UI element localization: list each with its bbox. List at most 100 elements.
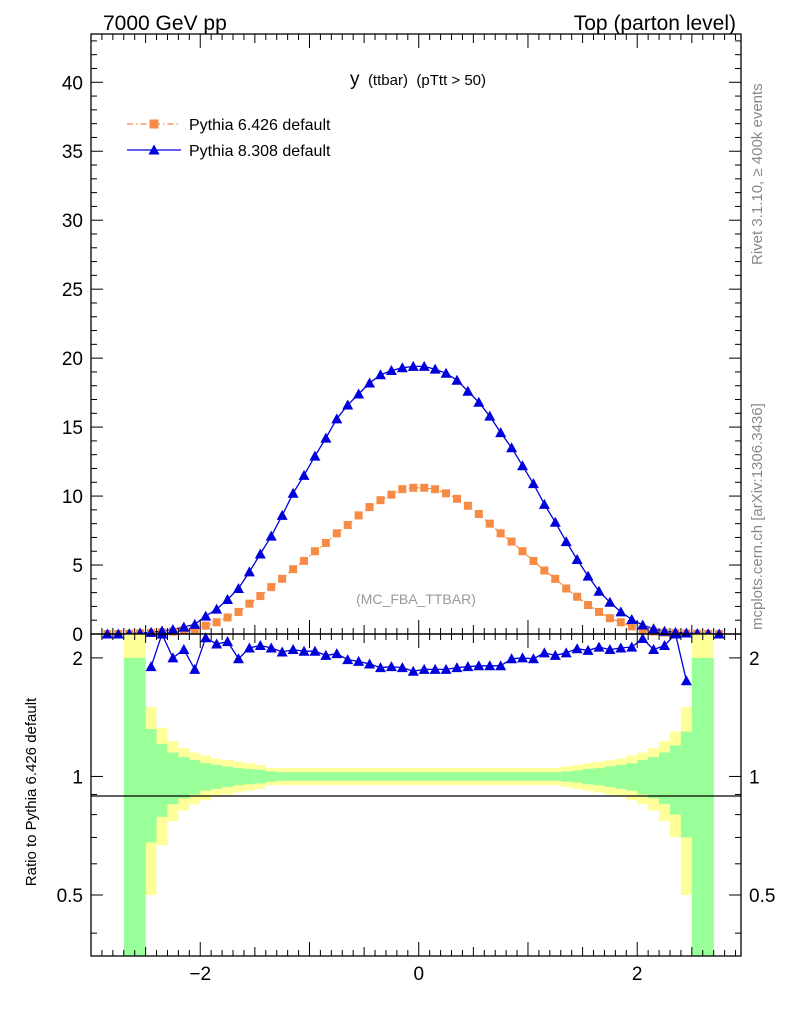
pythia8-point: [353, 388, 365, 399]
mcplots-label: mcplots.cern.ch [arXiv:1306.3436]: [749, 403, 766, 630]
pythia8-point: [385, 365, 397, 376]
pythia6-point: [343, 521, 352, 530]
stat-band-green: [200, 763, 212, 791]
pythia8-point: [659, 625, 671, 636]
pythia8-point: [440, 367, 452, 378]
pythia6-point: [573, 592, 582, 601]
pythia8-point: [680, 627, 692, 638]
y-tick-label: 30: [62, 211, 83, 232]
legend-label-pythia6: Pythia 6.426 default: [189, 117, 331, 134]
rivet-version-label: Rivet 3.1.10, ≥ 400k events: [749, 83, 766, 265]
y-tick-label: 40: [62, 73, 83, 94]
pythia6-point: [627, 622, 636, 631]
ratio-point: [484, 660, 496, 671]
plot-title-cut: (pTtt > 50): [416, 72, 486, 89]
pythia8-point: [506, 442, 518, 453]
ratio-point: [396, 662, 408, 673]
pythia8-point: [615, 606, 627, 617]
ratio-point: [320, 649, 332, 660]
ratio-point: [451, 662, 463, 673]
ratio-y-tick-label-right: 1: [749, 767, 760, 788]
stat-band-green: [233, 768, 244, 786]
pythia6-point: [638, 625, 647, 634]
stat-band-green: [243, 768, 255, 785]
ratio-point: [517, 652, 529, 663]
ratio-y-label: Ratio to Pythia 6.426 default: [23, 697, 40, 886]
ratio-point: [495, 660, 507, 671]
plot-title-main: y: [350, 69, 360, 90]
y-tick-label: 25: [62, 280, 83, 301]
ratio-point: [254, 640, 266, 651]
y-tick-label: 35: [62, 142, 83, 163]
ratio-point: [549, 649, 561, 660]
ratio-point: [680, 675, 692, 686]
stat-band-green: [669, 745, 681, 815]
ratio-y-tick-label-right: 2: [749, 649, 760, 670]
pythia8-point: [342, 399, 354, 410]
pythia8-point: [484, 410, 496, 421]
pythia6-point: [310, 547, 319, 556]
ratio-x-axis: −2 0 2: [101, 634, 737, 985]
ratio-point: [462, 661, 474, 672]
ratio-point: [615, 642, 627, 653]
ratio-point: [571, 643, 583, 654]
pythia6-point: [474, 510, 483, 518]
x-tick-label: 0: [413, 964, 424, 985]
pythia6-point: [267, 583, 276, 592]
pythia8-point: [243, 566, 255, 577]
pythia6-point: [529, 556, 538, 565]
stat-band-green: [637, 760, 649, 795]
pythia6-point: [332, 529, 341, 538]
pythia8-point: [593, 585, 605, 596]
ratio-point: [385, 661, 397, 672]
pythia6-point: [507, 537, 516, 546]
stat-band-green: [593, 768, 605, 786]
header-process: Top (parton level): [574, 12, 736, 35]
ratio-point: [637, 633, 649, 644]
ratio-point: [364, 658, 376, 669]
pythia6-point: [540, 566, 549, 575]
pythia8-point: [396, 362, 408, 373]
pythia6-point: [212, 618, 221, 627]
ratio-point: [648, 644, 660, 655]
ratio-point: [145, 661, 157, 672]
main-y-axis: 0 5 10 15 20 25 30 35 40: [62, 40, 741, 646]
pythia8-point: [604, 596, 616, 607]
pythia8-point: [374, 369, 386, 380]
pythia8-point: [648, 623, 660, 634]
pythia6-point: [234, 607, 243, 616]
pythia6-point: [256, 592, 265, 601]
pythia8-point: [364, 377, 376, 388]
ratio-point: [560, 647, 572, 658]
ratio-point: [342, 654, 354, 665]
pythia8-point: [232, 582, 244, 593]
pythia6-point: [409, 483, 418, 492]
plot-title-sub: (ttbar): [368, 72, 408, 89]
ratio-point: [178, 644, 190, 655]
pythia6-point: [496, 529, 505, 538]
pythia6-point: [442, 489, 451, 498]
pythia6-point: [518, 547, 527, 556]
pythia6-point: [616, 618, 625, 627]
pythia6-point: [245, 599, 254, 608]
pythia6-point: [594, 607, 603, 616]
pythia8-point: [560, 536, 572, 547]
ratio-point: [353, 655, 365, 666]
pythia6-point: [463, 501, 472, 510]
pythia6-point: [431, 485, 440, 494]
pythia6-point: [485, 519, 494, 528]
stat-band-green: [276, 772, 561, 781]
ratio-point: [418, 663, 430, 674]
pythia8-point: [287, 487, 299, 498]
ratio-y-tick-label-right: 0.5: [749, 886, 775, 907]
stat-band-green: [189, 760, 201, 795]
pythia8-point: [418, 360, 430, 371]
ratio-point: [189, 663, 201, 674]
ratio-y-tick-label: 0.5: [57, 886, 83, 907]
stat-band-green: [254, 769, 266, 784]
ratio-point: [276, 646, 288, 657]
ratio-point: [243, 642, 255, 653]
y-tick-label: 0: [72, 625, 83, 646]
ratio-frame: [90, 633, 742, 957]
pythia8-point: [473, 396, 485, 407]
